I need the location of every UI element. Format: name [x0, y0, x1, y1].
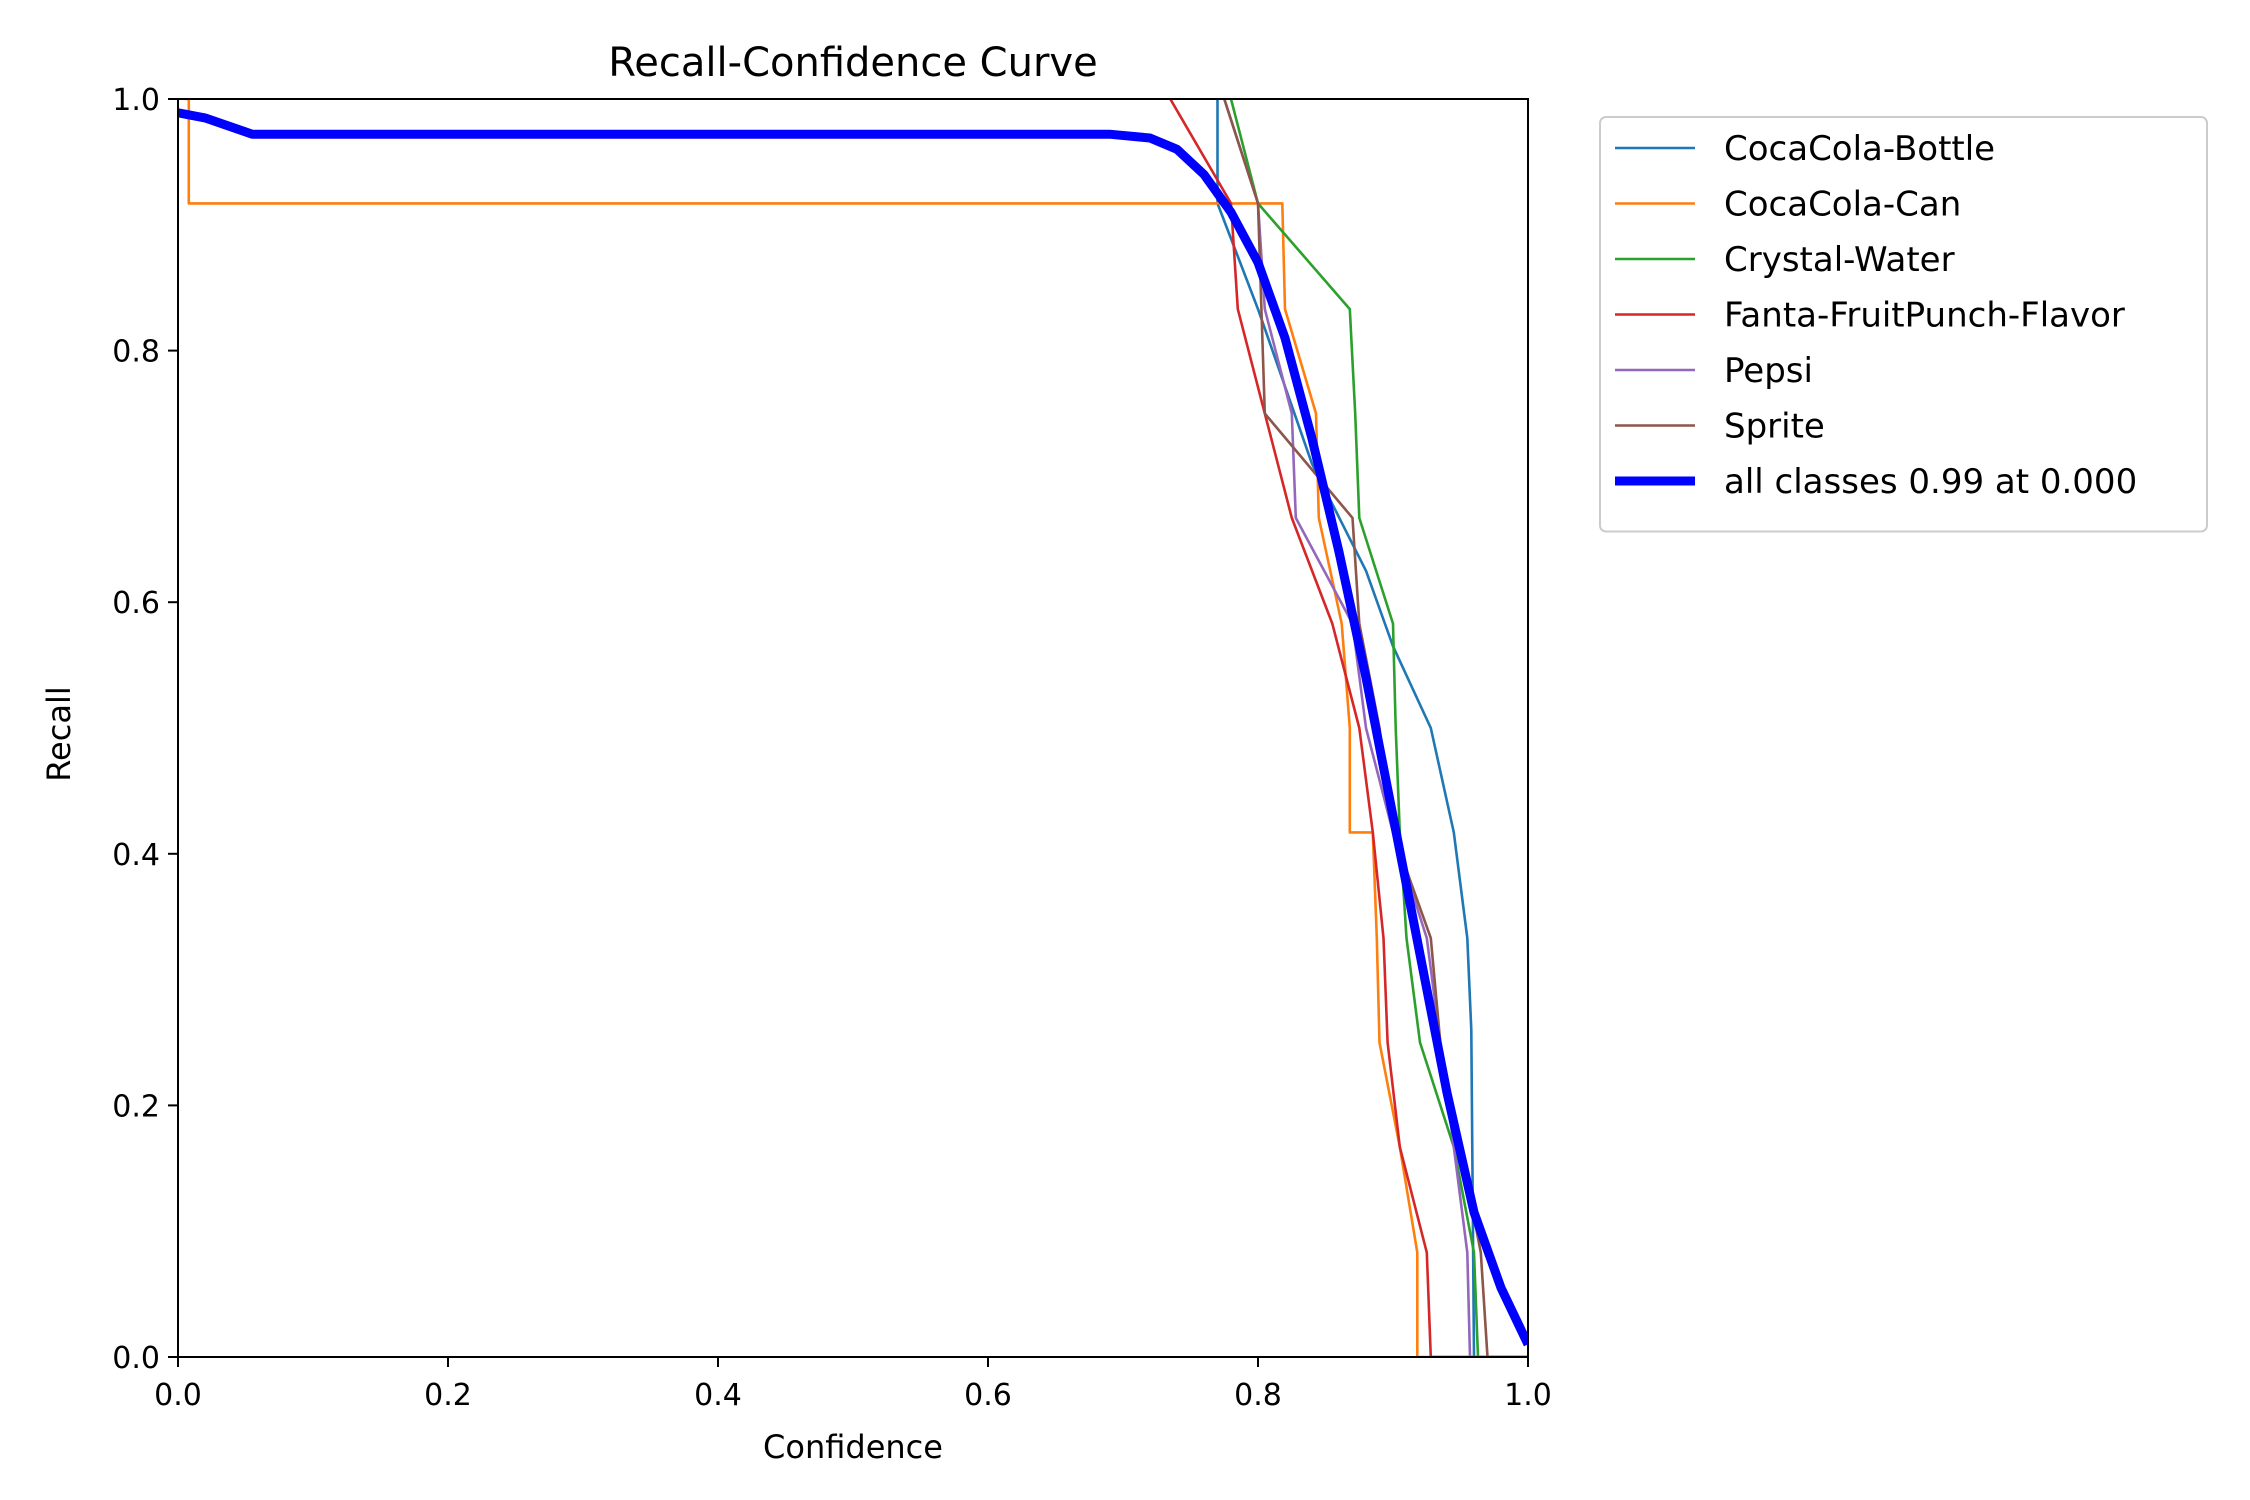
legend-label-2: Crystal-Water — [1724, 240, 1955, 280]
chart-title: Recall-Confidence Curve — [608, 40, 1097, 86]
y-tick-label-2: 0.4 — [112, 838, 160, 873]
series-line-3 — [1169, 99, 1528, 1357]
x-tick-label-4: 0.8 — [1234, 1378, 1282, 1413]
x-tick-label-5: 1.0 — [1504, 1378, 1552, 1413]
legend-label-0: CocaCola-Bottle — [1724, 129, 1995, 169]
legend: CocaCola-Bottle CocaCola-Can Crystal-Water… — [1599, 116, 2208, 533]
y-tick-label-0: 0.0 — [112, 1341, 160, 1376]
series-line-2 — [1229, 99, 1528, 1357]
legend-label-3: Fanta-FruitPunch-Flavor — [1724, 296, 2125, 336]
x-axis: 0.0 0.2 0.4 0.6 0.8 1.0 — [154, 1357, 1552, 1413]
y-axis: 0.0 0.2 0.4 0.6 0.8 1.0 — [112, 83, 178, 1376]
y-tick-label-4: 0.8 — [112, 335, 160, 370]
y-tick-label-3: 0.6 — [112, 586, 160, 621]
x-axis-label: Confidence — [763, 1428, 943, 1466]
legend-label-5: Sprite — [1724, 407, 1825, 447]
series-layer — [178, 99, 1528, 1357]
legend-label-6: all classes 0.99 at 0.000 — [1724, 462, 2137, 502]
y-axis-label: Recall — [40, 686, 78, 781]
series-line-1 — [184, 99, 1528, 1357]
x-tick-label-0: 0.0 — [154, 1378, 202, 1413]
legend-label-1: CocaCola-Can — [1724, 185, 1961, 225]
x-tick-label-2: 0.4 — [694, 1378, 742, 1413]
y-tick-label-5: 1.0 — [112, 83, 160, 118]
legend-box — [1599, 116, 2208, 533]
plot-frame — [177, 98, 1529, 1358]
series-line-0 — [1216, 99, 1528, 1357]
legend-label-4: Pepsi — [1724, 351, 1813, 391]
series-line-6 — [178, 108, 1528, 1347]
series-line-4 — [1223, 99, 1528, 1357]
x-tick-label-1: 0.2 — [424, 1378, 472, 1413]
x-tick-label-3: 0.6 — [964, 1378, 1012, 1413]
y-tick-label-1: 0.2 — [112, 1089, 160, 1124]
